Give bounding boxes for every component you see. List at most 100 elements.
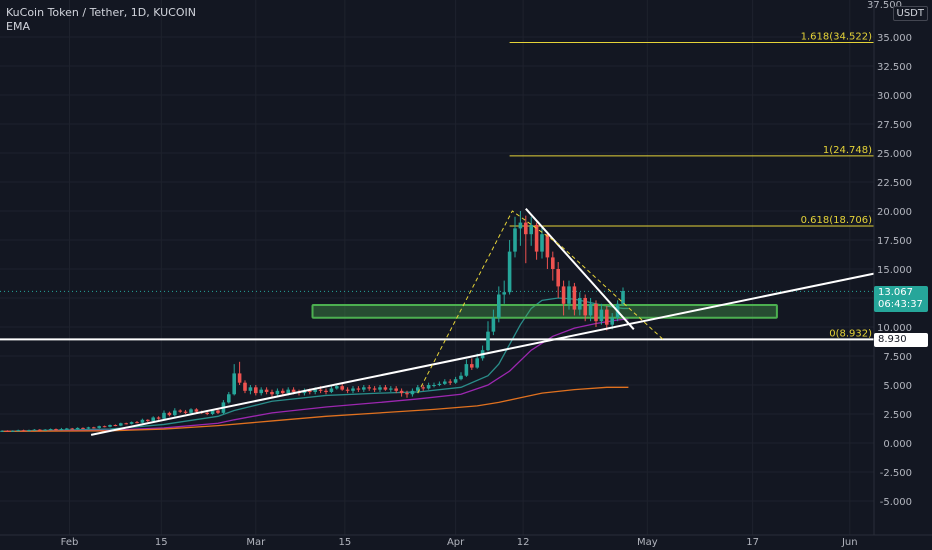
fib-levels: 1.618(34.522) 1(24.748) 0.618(18.706) 0(8.9…	[0, 32, 874, 341]
candle-body	[216, 410, 220, 413]
descending-resistance-line[interactable]	[525, 208, 635, 330]
candle-body	[291, 389, 296, 392]
candle-body	[205, 412, 209, 414]
candle-body	[383, 387, 388, 390]
candle-body	[551, 257, 555, 269]
candle-body	[162, 412, 166, 419]
trend-drawings[interactable]	[90, 208, 875, 436]
candle-body	[75, 427, 80, 430]
candle-body	[572, 286, 577, 310]
candle-body	[345, 389, 350, 391]
candle-body	[578, 298, 582, 310]
grid	[0, 0, 874, 535]
candle-body	[599, 309, 604, 322]
ema-fast-line	[1, 297, 629, 433]
candle-body	[38, 429, 42, 431]
time-tick-label: 15	[155, 537, 168, 548]
candle-body	[475, 358, 479, 368]
chart-legend: KuCoin Token / Tether, 1D, KUCOIN EMA	[6, 6, 196, 34]
price-tick-label: 30.000	[877, 91, 912, 102]
candle-body	[243, 382, 247, 391]
candle-body	[237, 373, 242, 383]
price-tick-label: 22.500	[877, 178, 912, 189]
candle-body	[453, 379, 458, 383]
candle-body	[426, 385, 431, 389]
candle-body	[178, 410, 182, 412]
candle-body	[281, 390, 285, 394]
candle-body	[113, 425, 118, 427]
support-zone-box[interactable]	[311, 303, 778, 319]
candle-body	[621, 291, 625, 304]
candle-body	[135, 422, 139, 424]
time-tick-label: Jun	[841, 537, 858, 548]
candle-body	[156, 417, 161, 419]
candle-body	[437, 383, 442, 385]
candle-body	[610, 317, 614, 325]
candle-body	[21, 430, 26, 432]
candle-body	[329, 388, 334, 392]
support-zone[interactable]	[311, 303, 778, 319]
candle-body	[0, 430, 4, 432]
candle-body	[486, 331, 490, 351]
candle-body	[556, 269, 560, 287]
candle-body	[5, 430, 10, 432]
candle-body	[356, 388, 361, 390]
candle-body	[140, 419, 145, 423]
candle-body	[540, 234, 544, 252]
candle-body	[248, 387, 253, 391]
last-price: 13.067	[878, 287, 913, 298]
candle-body	[264, 389, 269, 392]
last-price-tag: 13.067 06:43:37	[874, 286, 928, 312]
candle-body	[183, 411, 188, 413]
symbol-title[interactable]: KuCoin Token / Tether, 1D, KUCOIN	[6, 6, 196, 19]
rising-trendline[interactable]	[90, 272, 875, 436]
candle-body	[367, 387, 371, 389]
candle-body	[59, 429, 64, 431]
candle-body	[129, 422, 134, 424]
candle-body	[167, 412, 172, 416]
time-tick-label: Feb	[61, 537, 79, 548]
candle-body	[275, 390, 280, 395]
candle-body	[92, 427, 96, 429]
candle-body	[351, 388, 355, 391]
candle-body	[534, 224, 539, 252]
candle-body	[588, 303, 593, 316]
candle-body	[324, 390, 328, 392]
price-tick-label: 35.000	[877, 33, 912, 44]
candles	[0, 211, 625, 432]
candle-body	[70, 428, 74, 430]
time-tick-label: 12	[517, 537, 530, 548]
candle-body	[529, 224, 533, 235]
candle-body	[146, 419, 150, 421]
price-tick-label: 0.000	[883, 439, 912, 450]
candle-body	[405, 393, 409, 395]
candle-body	[254, 387, 258, 394]
price-tick-label: 5.000	[883, 381, 912, 392]
candle-body	[394, 388, 398, 391]
candle-body	[227, 394, 231, 403]
candle-body	[313, 389, 317, 392]
currency-label[interactable]: USDT	[892, 6, 928, 21]
price-axis[interactable]: -5.000-2.5000.0002.5005.0007.50010.00012…	[873, 0, 912, 535]
ema-slow-line	[1, 386, 629, 433]
candle-body	[232, 373, 236, 395]
ema-mid-line	[1, 318, 629, 433]
candle-body	[48, 429, 53, 431]
candle-body	[432, 385, 436, 386]
candle-body	[335, 386, 339, 389]
candle-body	[32, 429, 37, 431]
candle-body	[464, 364, 469, 376]
candle-body	[518, 222, 523, 229]
time-axis[interactable]: Feb 15 Mar 15 Apr 12 May 17 Jun	[0, 534, 932, 548]
indicator-label[interactable]: EMA	[6, 20, 30, 33]
price-tick-label: 27.500	[877, 120, 912, 131]
price-tick-label: 25.000	[877, 149, 912, 160]
price-tick-label: 10.000	[877, 323, 912, 334]
candle-body	[605, 309, 609, 325]
candle-body	[513, 228, 517, 252]
candle-body	[416, 387, 420, 391]
candle-body	[308, 390, 312, 392]
candle-body	[318, 389, 323, 391]
candle-body	[102, 426, 107, 428]
